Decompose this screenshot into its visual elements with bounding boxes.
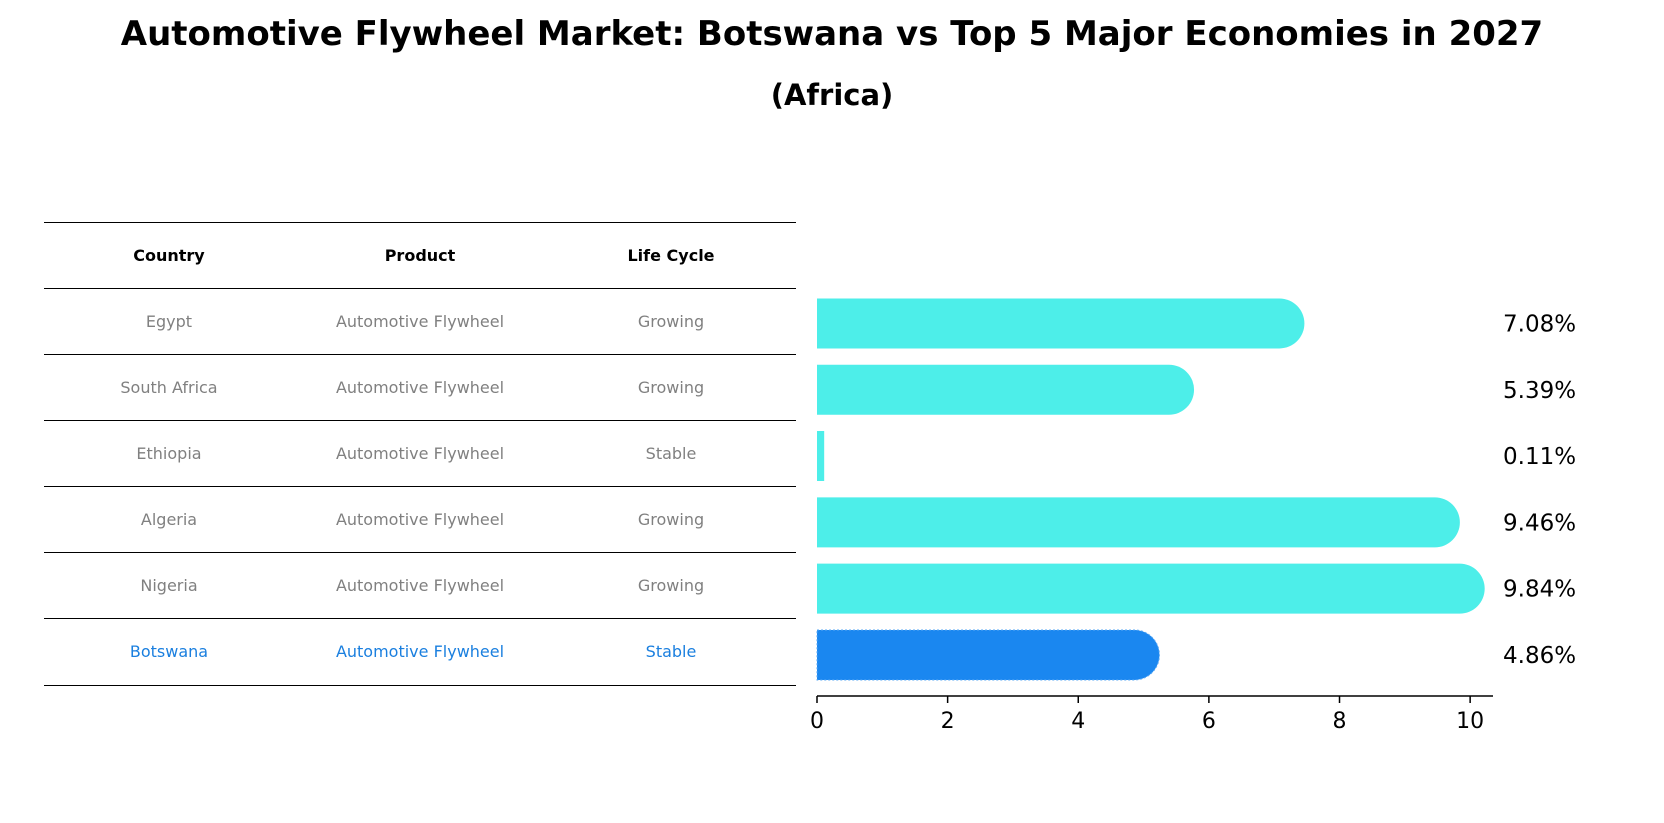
bars-group bbox=[816, 298, 1485, 681]
value-label: 4.86% bbox=[1503, 643, 1576, 669]
header-product: Product bbox=[384, 246, 456, 265]
x-tick-label: 2 bbox=[941, 709, 955, 734]
cell-product: Automotive Flywheel bbox=[335, 444, 505, 463]
x-tick-label: 8 bbox=[1333, 709, 1347, 734]
cell-life-cycle: Growing bbox=[637, 510, 705, 529]
cell-country: Ethiopia bbox=[136, 444, 202, 463]
bar-botswana bbox=[816, 629, 1160, 681]
table-row: Ethiopia Automotive Flywheel Stable bbox=[44, 420, 796, 486]
cell-product: Automotive Flywheel bbox=[335, 642, 505, 662]
cell-country: Algeria bbox=[140, 510, 198, 529]
header-country: Country bbox=[133, 246, 205, 265]
cell-life-cycle: Stable bbox=[645, 444, 697, 463]
cell-product: Automotive Flywheel bbox=[335, 576, 505, 595]
cell-country: Nigeria bbox=[140, 576, 198, 595]
x-axis: 0 2 4 6 8 10 bbox=[810, 695, 1493, 734]
x-tick-label: 4 bbox=[1071, 709, 1085, 734]
bar-nigeria bbox=[817, 563, 1485, 614]
x-tick-label: 0 bbox=[810, 709, 824, 734]
table-row: South Africa Automotive Flywheel Growing bbox=[44, 354, 796, 420]
value-labels-group: 7.08% 5.39% 0.11% 9.46% 9.84% 4.86% bbox=[1503, 311, 1576, 669]
cell-country: Botswana bbox=[129, 642, 209, 662]
cell-product: Automotive Flywheel bbox=[335, 312, 505, 331]
chart-subtitle: (Africa) bbox=[770, 78, 894, 112]
bar-ethiopia bbox=[817, 431, 825, 482]
cell-life-cycle: Growing bbox=[637, 576, 705, 595]
table-row: Egypt Automotive Flywheel Growing bbox=[44, 288, 796, 354]
cell-life-cycle: Growing bbox=[637, 378, 705, 397]
cell-country: Egypt bbox=[145, 312, 193, 331]
value-label: 9.84% bbox=[1503, 577, 1576, 603]
x-tick-label: 6 bbox=[1202, 709, 1216, 734]
cell-product: Automotive Flywheel bbox=[335, 510, 505, 529]
bar-south-africa bbox=[817, 364, 1195, 415]
value-label: 5.39% bbox=[1503, 378, 1576, 404]
header-life-cycle: Life Cycle bbox=[627, 246, 715, 265]
bar-algeria bbox=[817, 497, 1460, 548]
data-table: Country Product Life Cycle Egypt Automot… bbox=[44, 222, 796, 686]
table-row: Algeria Automotive Flywheel Growing bbox=[44, 486, 796, 552]
cell-life-cycle: Growing bbox=[637, 312, 705, 331]
table-row: Nigeria Automotive Flywheel Growing bbox=[44, 552, 796, 618]
cell-product: Automotive Flywheel bbox=[335, 378, 505, 397]
chart-title: Automotive Flywheel Market: Botswana vs … bbox=[120, 14, 1544, 54]
table-row-highlighted: Botswana Automotive Flywheel Stable bbox=[44, 618, 796, 686]
cell-country: South Africa bbox=[120, 378, 218, 397]
value-label: 9.46% bbox=[1503, 510, 1576, 536]
x-tick-label: 10 bbox=[1456, 709, 1484, 734]
bar-egypt bbox=[817, 298, 1305, 349]
value-label: 0.11% bbox=[1503, 444, 1576, 470]
table-header-row: Country Product Life Cycle bbox=[44, 222, 796, 288]
value-label: 7.08% bbox=[1503, 311, 1576, 337]
cell-life-cycle: Stable bbox=[645, 642, 697, 662]
